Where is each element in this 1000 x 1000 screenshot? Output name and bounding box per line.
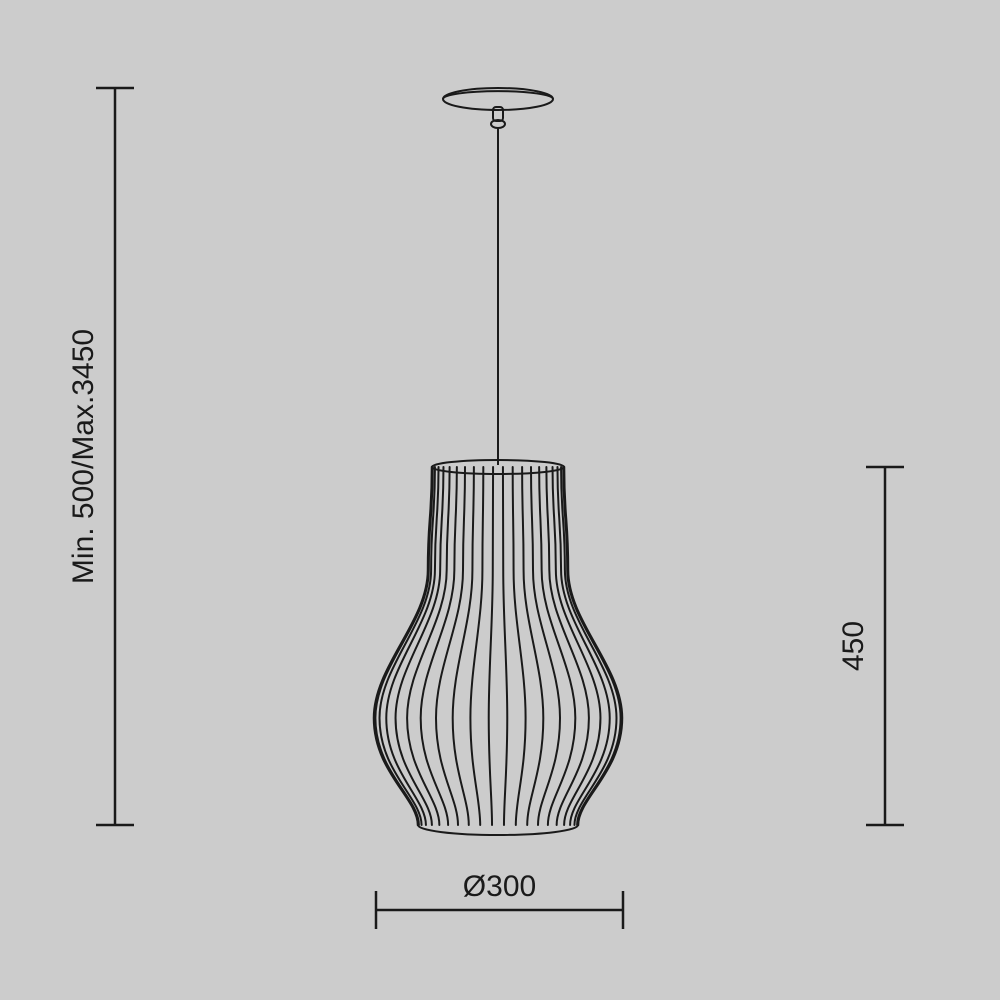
dim-shade-height: 450 [837,467,904,825]
shade-slat [489,467,493,825]
shade-slat [503,467,507,825]
dim-total-height: Min. 500/Max.3450 [67,88,134,825]
dim-diameter-label: Ø300 [463,870,536,903]
dim-shade-height-label: 450 [837,621,870,671]
shade-slat [436,467,465,825]
shade-bottom-rim [418,825,578,835]
shade-slat [374,467,432,825]
dim-total-height-label: Min. 500/Max.3450 [67,329,100,584]
dim-diameter: Ø300 [376,870,623,929]
shade-slat [531,467,560,825]
pendant-lamp [374,88,622,835]
pendant-lamp-diagram: Min. 500/Max.3450 450 Ø300 [0,0,1000,1000]
lamp-shade [374,467,622,835]
shade-slat [564,467,622,825]
